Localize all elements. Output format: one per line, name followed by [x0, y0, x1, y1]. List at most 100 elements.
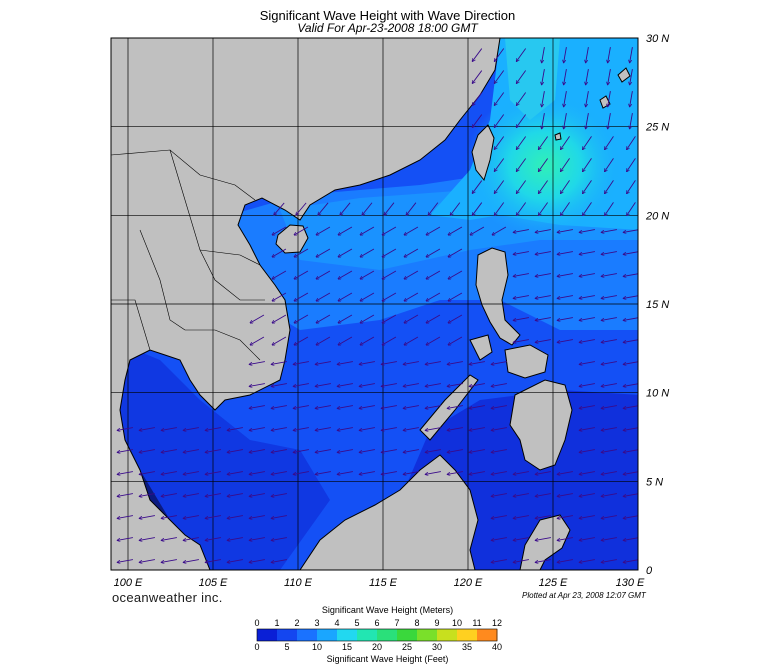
borneo [299, 454, 479, 570]
lon-label-120: 120 E [454, 577, 483, 589]
wave-direction-arrow [161, 515, 177, 519]
wave-direction-arrow [293, 361, 309, 365]
wave-direction-arrow [272, 314, 287, 323]
legend-meters-tick: 7 [394, 618, 400, 628]
wave-direction-arrow [362, 202, 373, 215]
wave-direction-arrow [494, 92, 505, 106]
wave-direction-arrow [494, 114, 505, 128]
wave-direction-arrow [271, 383, 287, 387]
wave-direction-arrow [183, 427, 199, 431]
wave-direction-arrow [426, 226, 441, 235]
wave-direction-arrow [542, 69, 545, 85]
wave-direction-arrow [403, 471, 419, 475]
wave-direction-arrow [271, 449, 287, 453]
wave-direction-arrow [582, 158, 592, 171]
wave-direction-arrow [315, 427, 331, 431]
wave-direction-arrow [227, 537, 243, 541]
wave-direction-arrow [605, 136, 614, 149]
wave-direction-arrow [360, 270, 375, 279]
wave-direction-arrow [469, 383, 485, 387]
wave-direction-arrow [564, 91, 567, 107]
wave-direction-arrow [359, 383, 375, 387]
wave-direction-arrow [491, 361, 507, 365]
luzon [475, 247, 521, 346]
wave-direction-arrow [513, 559, 529, 563]
wave-direction-arrow [542, 47, 545, 63]
wave-direction-arrow [579, 383, 595, 387]
wave-direction-arrow [205, 449, 221, 453]
wave-direction-arrow [294, 248, 309, 257]
wave-direction-arrow [450, 202, 461, 216]
wave-direction-arrow [183, 515, 199, 519]
wave-direction-arrow [338, 248, 353, 257]
wave-direction-arrow [404, 270, 419, 279]
wave-direction-arrow [513, 339, 529, 343]
wave-direction-arrow [513, 471, 529, 475]
wave-direction-arrow [560, 180, 570, 193]
wave-direction-arrow [516, 114, 527, 127]
wave-direction-arrow [403, 405, 419, 409]
legend-meters-tick: 1 [274, 618, 280, 628]
wave-direction-arrow [601, 449, 617, 453]
wave-direction-arrow [272, 336, 287, 345]
wave-direction-arrow [579, 427, 595, 431]
wave-direction-arrow [359, 449, 375, 453]
wave-direction-arrow [630, 69, 633, 85]
wave-direction-arrow [359, 471, 375, 475]
wave-direction-arrow [360, 248, 375, 257]
wave-direction-arrow [381, 383, 397, 387]
legend-meters-tick: 5 [354, 618, 360, 628]
wave-direction-arrow [491, 537, 507, 541]
legend-meters-tick: 4 [334, 618, 340, 628]
wave-direction-arrow [564, 69, 567, 85]
wave-direction-arrow [139, 559, 155, 563]
wave-direction-arrow [293, 405, 309, 409]
wave-direction-arrow [535, 251, 551, 255]
wave-direction-arrow [359, 361, 375, 365]
wave-direction-arrow [249, 493, 265, 497]
wave-direction-arrow [227, 493, 243, 497]
wave-direction-arrow [139, 537, 155, 541]
wave-direction-arrow [560, 158, 570, 171]
legend-frame [256, 628, 498, 642]
wave-direction-arrow [227, 427, 243, 431]
wave-direction-arrow [542, 113, 545, 129]
wave-direction-arrow [582, 180, 592, 193]
wave-direction-arrow [469, 405, 485, 409]
wave-direction-arrow [139, 493, 155, 497]
wave-direction-arrow [491, 493, 507, 497]
wave-band-low-gulf [111, 340, 330, 570]
wave-direction-arrow [601, 339, 617, 343]
wave-direction-arrow [623, 471, 638, 475]
legend-swatch [317, 629, 338, 641]
wave-direction-arrow [494, 70, 505, 84]
wave-direction-arrow [183, 537, 199, 541]
legend-feet-tick: 0 [254, 642, 260, 652]
wave-direction-arrow [249, 427, 265, 431]
wave-direction-arrow [117, 427, 133, 431]
wave-direction-arrow [535, 537, 551, 541]
wave-direction-arrow [538, 158, 548, 171]
legend-swatch [257, 629, 278, 641]
mindoro [469, 334, 493, 361]
legend-meters-tick: 2 [294, 618, 300, 628]
wave-direction-arrow [627, 180, 636, 193]
wave-direction-arrow [360, 226, 375, 235]
wave-direction-arrow [623, 449, 638, 453]
axis-labels: 100 E 105 E 110 E 115 E 120 E 125 E 130 E 30 N 2… [114, 33, 670, 589]
lat-label-10: 10 N [646, 388, 669, 400]
wave-direction-arrow [381, 405, 397, 409]
wave-direction-arrow [249, 559, 265, 563]
wave-direction-arrow [494, 202, 505, 216]
legend-feet-tick: 5 [284, 642, 290, 652]
wave-direction-arrow [139, 427, 155, 431]
wave-direction-arrow [608, 91, 611, 107]
wave-direction-arrow [579, 361, 595, 365]
wave-direction-arrow [448, 226, 463, 235]
wave-direction-arrow [425, 405, 441, 409]
wave-direction-arrow [318, 202, 329, 215]
wave-direction-arrow [469, 361, 485, 365]
lon-label-115: 115 E [369, 577, 398, 589]
wave-direction-arrow [117, 559, 133, 563]
wave-direction-arrow [117, 493, 133, 497]
